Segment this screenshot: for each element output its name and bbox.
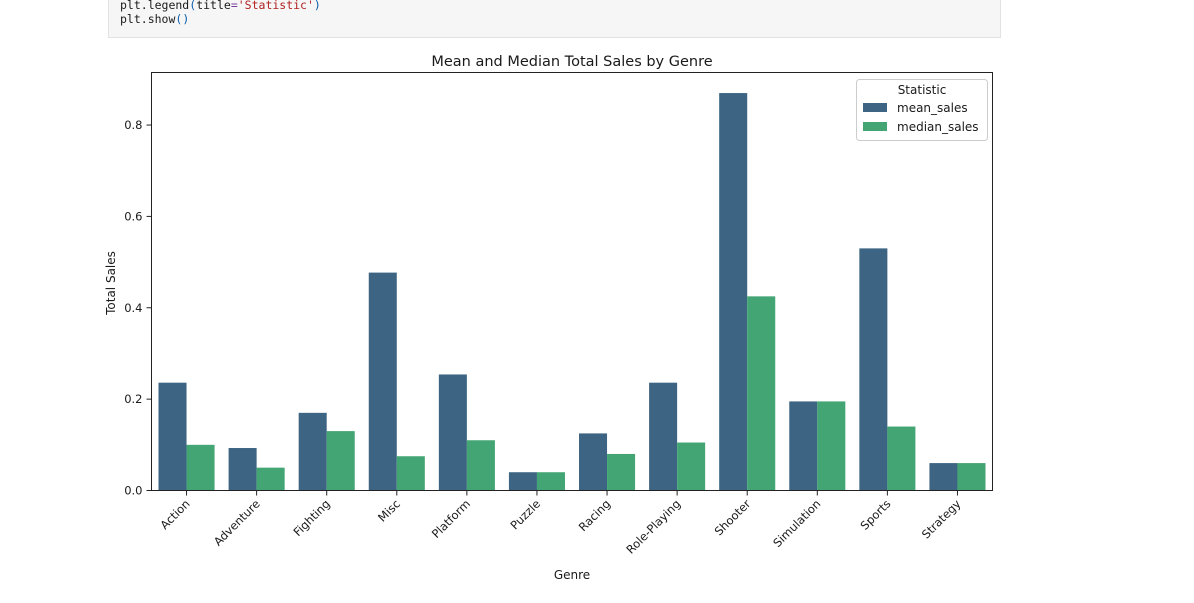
x-tick-label-action: Action — [157, 497, 192, 532]
y-tick-label: 0.4 — [124, 301, 142, 315]
bar-median-sales-action — [186, 444, 215, 491]
x-tick-label-racing: Racing — [576, 497, 613, 534]
x-tick-label-misc: Misc — [375, 497, 403, 525]
code-kw-title: title — [196, 0, 231, 12]
code-equals: = — [230, 0, 238, 12]
bar-mean-sales-racing — [579, 433, 608, 491]
x-axis: Action Adventure Fighting Misc Platform Puzzl… — [157, 490, 964, 557]
code-fn-legend: plt.legend — [120, 0, 190, 12]
bar-median-sales-fighting — [326, 431, 355, 491]
legend-swatch-mean-sales — [863, 103, 887, 112]
bar-median-sales-racing — [607, 453, 636, 491]
bar-median-sales-sports — [887, 426, 916, 491]
code-close-paren: ) — [313, 0, 321, 12]
bar-mean-sales-sports — [859, 248, 888, 491]
bar-median-sales-puzzle — [536, 472, 565, 491]
code-open-paren: ( — [189, 0, 197, 12]
plot-frame — [151, 72, 993, 491]
y-tick-label: 0.0 — [124, 484, 142, 498]
bar-median-sales-adventure — [256, 467, 285, 491]
legend-label-mean-sales: mean_sales — [897, 101, 968, 115]
bar-mean-sales-simulation — [789, 401, 818, 491]
y-tick-label: 0.2 — [124, 392, 142, 406]
x-tick-label-fighting: Fighting — [291, 497, 333, 539]
bar-mean-sales-misc — [368, 272, 397, 491]
bar-mean-sales-adventure — [228, 448, 257, 491]
bar-mean-sales-puzzle — [508, 472, 537, 491]
bar-mean-sales-action — [158, 382, 187, 491]
y-tick-label: 0.6 — [124, 209, 142, 223]
x-tick-label-platform: Platform — [429, 497, 473, 541]
legend-swatch-median-sales — [863, 122, 887, 131]
bar-mean-sales-fighting — [298, 412, 327, 491]
x-tick-label-puzzle: Puzzle — [507, 497, 543, 533]
bar-median-sales-simulation — [817, 401, 846, 491]
code-cell[interactable]: plt.legend(title='Statistic') plt.show() — [108, 0, 1001, 38]
bar-median-sales-shooter — [747, 296, 776, 491]
bar-median-sales-misc — [396, 456, 425, 491]
bar-mean-sales-shooter — [719, 93, 748, 491]
legend-title: Statistic — [898, 83, 947, 97]
x-tick-label-shooter: Shooter — [712, 497, 754, 539]
x-tick-label-simulation: Simulation — [770, 497, 823, 550]
code-string-statistic: 'Statistic' — [237, 0, 314, 12]
code-line-legend: plt.legend(title='Statistic') — [120, 0, 1000, 12]
x-tick-label-strategy: Strategy — [919, 497, 964, 542]
bar-mean-sales-strategy — [929, 463, 958, 491]
code-fn-show: plt.show — [120, 12, 176, 26]
bar-median-sales-role-playing — [677, 442, 706, 491]
bars-group — [158, 93, 986, 491]
code-line-show: plt.show() — [120, 12, 1000, 26]
legend: Statistic mean_sales median_sales — [856, 79, 988, 141]
bar-median-sales-platform — [466, 440, 495, 491]
bar-mean-sales-role-playing — [649, 382, 678, 491]
bar-median-sales-strategy — [957, 463, 986, 491]
x-tick-label-adventure: Adventure — [211, 497, 263, 549]
chart-title: Mean and Median Total Sales by Genre — [431, 54, 712, 70]
y-axis-label: Total Sales — [104, 251, 118, 316]
legend-label-median-sales: median_sales — [897, 120, 979, 134]
y-axis: 0.0 0.2 0.4 0.6 0.8 — [124, 118, 152, 498]
legend-box — [856, 79, 988, 141]
x-tick-label-role-playing: Role-Playing — [623, 497, 683, 557]
x-axis-label: Genre — [554, 568, 590, 582]
bar-mean-sales-platform — [438, 374, 467, 491]
x-tick-label-sports: Sports — [858, 497, 894, 533]
y-tick-label: 0.8 — [124, 118, 142, 132]
code-parens: () — [175, 12, 190, 26]
